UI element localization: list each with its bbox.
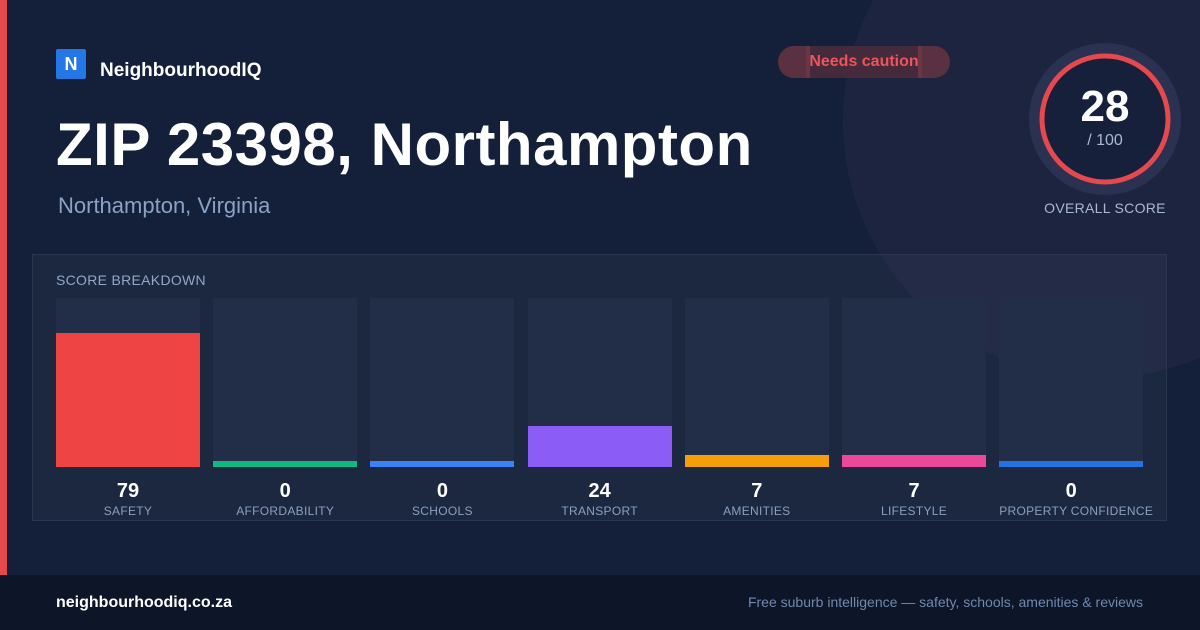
bar-track	[213, 298, 358, 467]
footer-domain-link[interactable]: neighbourhoodiq.co.za	[56, 594, 232, 611]
bar-track	[684, 298, 829, 467]
bar-fill	[999, 461, 1144, 467]
overall-score-ring: 28 / 100	[1028, 42, 1182, 196]
page-title: ZIP 23398, Northampton	[56, 111, 753, 178]
bar-label: SCHOOLS	[411, 504, 473, 518]
bar-label: TRANSPORT	[561, 504, 638, 518]
breakdown-bar-transport: 24 TRANSPORT	[527, 298, 672, 518]
brand-logo-icon: N	[56, 49, 86, 79]
footer-tagline: Free suburb intelligence — safety, schoo…	[747, 594, 1143, 610]
bar-fill	[370, 461, 515, 467]
bar-fill	[684, 455, 829, 467]
bar-track	[370, 298, 515, 467]
score-breakdown-panel: SCORE BREAKDOWN 79 SAFETY 0 AFFORDABILITY 0 S…	[32, 254, 1167, 521]
bar-fill	[56, 333, 200, 467]
bar-fill	[527, 426, 672, 467]
score-ring-circle	[1039, 53, 1171, 185]
footer: neighbourhoodiq.co.za Free suburb intell…	[0, 575, 1200, 630]
bar-value: 0	[279, 480, 291, 502]
overall-score-caption: OVERALL SCORE	[1044, 200, 1166, 216]
brand-name: NeighbourhoodIQ	[100, 60, 262, 81]
bar-label: LIFESTYLE	[880, 504, 948, 518]
bar-value: 7	[908, 480, 920, 502]
page-subtitle: Northampton, Virginia	[58, 193, 271, 218]
bar-label: AFFORDABILITY	[236, 504, 335, 518]
status-badge-label: Needs caution	[809, 53, 919, 70]
breakdown-bar-schools: 0 SCHOOLS	[370, 298, 515, 518]
overall-score-value: 28	[1080, 82, 1130, 131]
bar-value: 79	[116, 480, 140, 502]
brand[interactable]: N NeighbourhoodIQ	[56, 46, 261, 82]
bar-value: 7	[751, 480, 763, 502]
score-ring-graphic	[1029, 43, 1181, 195]
bar-track	[527, 298, 672, 467]
status-badge-left-cap	[778, 46, 810, 78]
bar-track	[842, 298, 986, 467]
bar-label: AMENITIES	[723, 504, 791, 518]
bar-label: PROPERTY CONFIDENCE	[999, 504, 1154, 518]
left-accent-stripe	[0, 0, 7, 575]
status-badge-right-cap	[918, 46, 950, 78]
bar-value: 24	[588, 480, 611, 502]
overall-score-max: / 100	[1087, 132, 1123, 149]
bar-value: 0	[1065, 480, 1077, 502]
bar-fill	[842, 455, 986, 467]
breakdown-title: SCORE BREAKDOWN	[56, 272, 206, 288]
status-badge: Needs caution	[778, 46, 950, 78]
breakdown-bar-affordability: 0 AFFORDABILITY	[213, 298, 358, 518]
breakdown-bar-safety: 79 SAFETY	[56, 298, 200, 518]
bar-label: SAFETY	[103, 504, 153, 518]
bar-value: 0	[436, 480, 448, 502]
breakdown-bar-amenities: 7 AMENITIES	[684, 298, 829, 518]
bar-fill	[213, 461, 358, 467]
bar-track	[56, 298, 200, 467]
breakdown-bar-lifestyle: 7 LIFESTYLE	[842, 298, 986, 518]
breakdown-bar-property-confidence: 0 PROPERTY CONFIDENCE	[999, 298, 1154, 518]
bar-track	[999, 298, 1144, 467]
